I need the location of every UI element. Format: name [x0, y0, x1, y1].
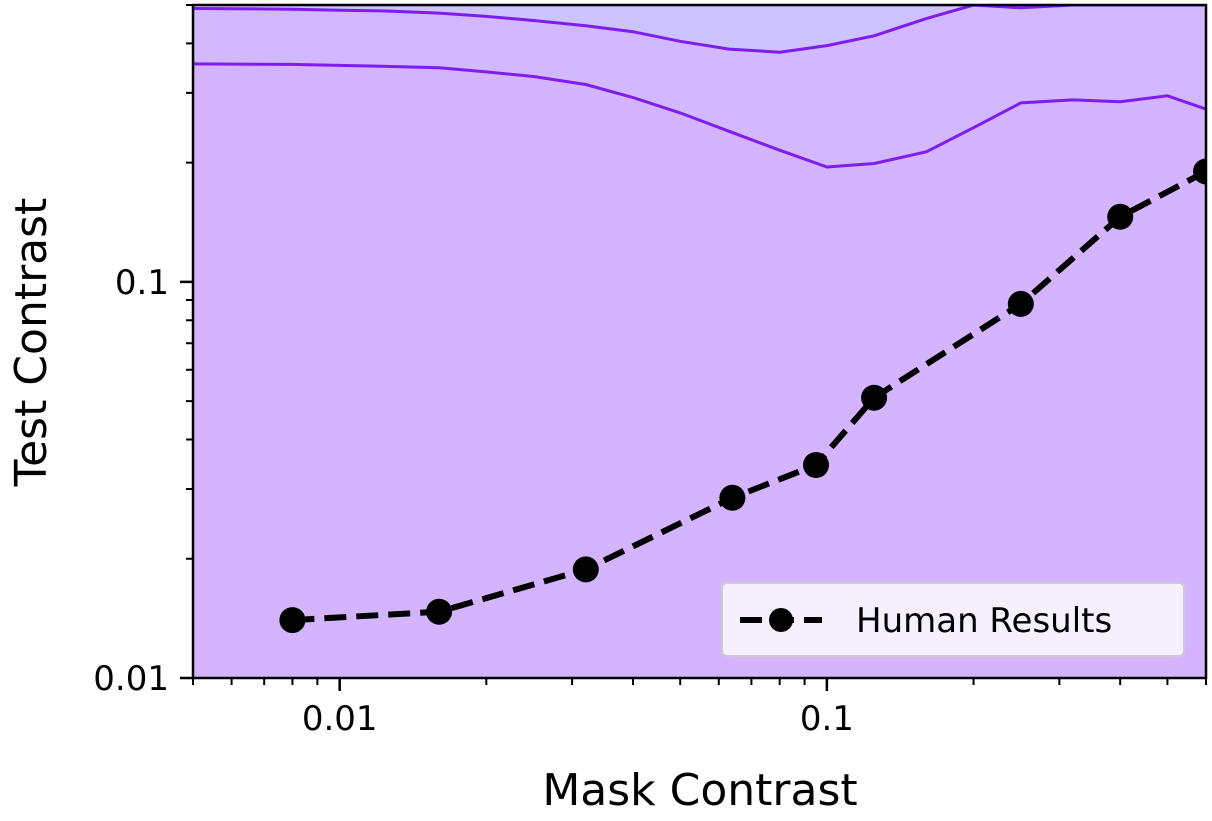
- y-tick-label: 0.1: [115, 263, 169, 303]
- data-point: [572, 556, 599, 583]
- legend-marker-sample: [769, 608, 793, 632]
- contour-band-middle: [193, 5, 1206, 167]
- contour-line-lower: [193, 62, 1206, 169]
- data-point: [279, 607, 306, 634]
- y-axis-title: Test Contrast: [6, 198, 57, 488]
- x-axis-title: Mask Contrast: [542, 765, 857, 816]
- legend-entry-label: Human Results: [856, 601, 1112, 641]
- data-point: [803, 452, 829, 478]
- x-axis-ticks: 0.01 0.1: [192, 678, 1207, 739]
- series-layer: [279, 158, 1206, 634]
- plot-area: [193, 5, 1206, 678]
- legend: Human Results: [721, 582, 1185, 657]
- legend-box: [721, 582, 1185, 657]
- y-tick-label: 0.01: [93, 659, 169, 699]
- data-point: [1193, 158, 1206, 185]
- contour-band-top: [193, 5, 1206, 53]
- data-point: [426, 598, 453, 625]
- data-point: [861, 384, 888, 411]
- y-axis-ticks: 0.01 0.1: [93, 4, 193, 699]
- data-point: [1007, 290, 1034, 317]
- data-point: [719, 484, 746, 511]
- data-point: [1107, 203, 1134, 230]
- plot-frame: [191, 3, 1208, 680]
- x-tick-label: 0.01: [302, 699, 378, 739]
- x-tick-label: 0.1: [800, 699, 854, 739]
